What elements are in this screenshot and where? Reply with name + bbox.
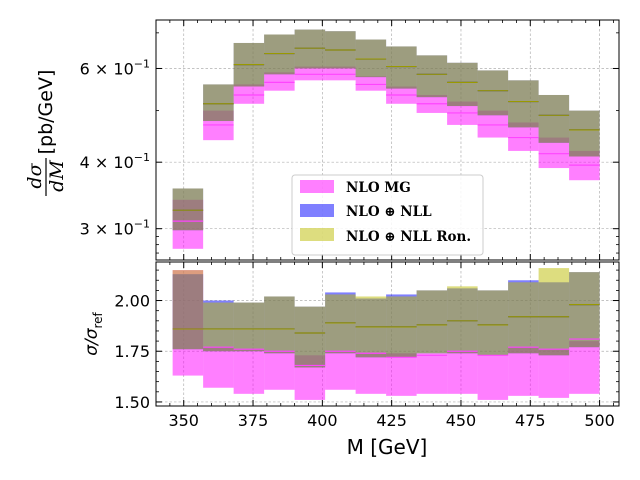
- legend-swatch-nlo-nll-ron: [300, 228, 334, 241]
- lower-y-tick-label: 1.75: [114, 342, 150, 361]
- lower-band-0-bin: [538, 349, 570, 398]
- legend-label-nlo-mg: NLO MG: [346, 180, 411, 196]
- legend: NLO MG NLO ⊕ NLL NLO ⊕ NLL Ron.: [291, 174, 484, 256]
- lower-band-0-bin: [386, 353, 417, 396]
- lower-band-2-bin: [203, 302, 234, 352]
- svg-text:dσ: dσ: [24, 162, 46, 188]
- lower-ylabel-base: σ/σ: [82, 327, 102, 356]
- upper-y-tick-label: 3 × 10−1: [80, 218, 150, 239]
- x-tick-label: 375: [238, 411, 269, 430]
- lower-ylabel-sub: ref: [91, 311, 105, 328]
- upper-band-2-bin: [264, 34, 295, 75]
- lower-band-0-bin: [325, 351, 356, 390]
- upper-panel: 3 × 10−1 4 × 10−1 6 × 10−1: [80, 19, 620, 261]
- upper-band-2-bin: [172, 188, 204, 231]
- upper-band-2-bin: [569, 110, 600, 157]
- x-tick-label: 475: [515, 411, 546, 430]
- x-tick-label: 425: [376, 411, 407, 430]
- upper-band-2-bin: [477, 70, 509, 116]
- lower-y-axis-label: σ/σref: [82, 311, 105, 355]
- upper-band-2-bin: [538, 94, 570, 143]
- lower-band-2-bin: [294, 306, 326, 368]
- lower-band-0-bin: [203, 347, 234, 388]
- lower-frame: [155, 261, 620, 407]
- lower-band-2-bin: [538, 268, 570, 356]
- legend-label-nlo-nll-ron: NLO ⊕ NLL Ron.: [346, 229, 471, 245]
- legend-swatch-nlo-nll: [300, 204, 334, 217]
- upper-band-0-bin: [264, 72, 295, 91]
- upper-band-2-bin: [447, 62, 478, 107]
- x-tick-labels: 350 375 400 425 450 475 500: [168, 411, 614, 430]
- upper-band-2-bin: [416, 55, 448, 98]
- lower-band-0-bin: [416, 353, 448, 394]
- lower-band-2-bin: [172, 270, 204, 350]
- lower-bands: [172, 268, 600, 400]
- lower-band-2-bin: [477, 290, 509, 356]
- lower-lines: [172, 303, 600, 367]
- lower-panel: 1.50 1.75 2.00: [114, 261, 620, 412]
- upper-band-0-bin: [355, 76, 387, 91]
- lower-band-2-bin: [264, 296, 295, 354]
- upper-band-2-bin: [386, 46, 417, 89]
- upper-ylabel-num: dσ: [24, 162, 46, 188]
- svg-text:σ/σref: σ/σref: [82, 311, 105, 355]
- upper-frame: [155, 19, 620, 261]
- svg-text:dM: dM: [46, 160, 68, 192]
- x-axis-label: M [GeV]: [347, 435, 428, 459]
- x-tick-label: 450: [446, 411, 477, 430]
- upper-band-0-bin: [233, 84, 265, 104]
- upper-band-2-bin: [355, 39, 387, 78]
- lower-band-2-bin: [508, 282, 539, 354]
- lower-band-2-bin: [233, 302, 265, 352]
- lower-band-0-bin: [264, 351, 295, 390]
- lower-y-tick-label: 2.00: [114, 292, 150, 311]
- upper-band-2-bin: [294, 29, 326, 69]
- upper-ticks: 3 × 10−1 4 × 10−1 6 × 10−1: [80, 20, 619, 260]
- legend-box: [291, 174, 484, 256]
- lower-band-0-bin: [233, 349, 265, 394]
- x-tick-label: 400: [307, 411, 338, 430]
- lower-band-0-bin: [569, 341, 600, 394]
- upper-bands: [172, 29, 600, 249]
- lower-band-0-bin: [355, 353, 387, 394]
- upper-ylabel-unit: [pb/GeV]: [35, 70, 57, 155]
- upper-band-0-bin: [325, 66, 356, 81]
- lower-band-0-bin: [477, 355, 509, 400]
- legend-swatch-nlo-mg: [300, 180, 334, 193]
- upper-ylabel-den: dM: [46, 160, 68, 192]
- lower-band-2-bin: [416, 290, 448, 354]
- lower-band-2-bin: [569, 272, 600, 348]
- legend-label-nlo-nll: NLO ⊕ NLL: [346, 204, 432, 220]
- lower-band-0-bin: [508, 347, 539, 396]
- upper-y-tick-label: 6 × 10−1: [80, 57, 150, 78]
- lower-y-tick-label: 1.50: [114, 393, 150, 412]
- upper-y-axis-label: dσ dM [pb/GeV]: [24, 70, 68, 196]
- lower-band-2-bin: [325, 294, 356, 354]
- lower-band-2-bin: [447, 286, 478, 354]
- upper-band-2-bin: [203, 84, 234, 122]
- upper-y-tick-label: 4 × 10−1: [80, 151, 150, 172]
- x-tick-label: 500: [584, 411, 615, 430]
- upper-band-0-bin: [294, 66, 326, 81]
- upper-band-2-bin: [508, 80, 539, 128]
- lower-band-0-bin: [447, 351, 478, 394]
- upper-lines: [172, 47, 600, 222]
- x-tick-label: 350: [168, 411, 199, 430]
